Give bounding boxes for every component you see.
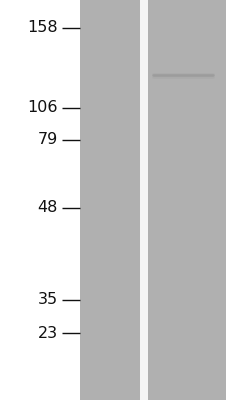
Text: 48: 48 <box>37 200 58 216</box>
Bar <box>80 0 139 400</box>
Text: 158: 158 <box>27 20 58 36</box>
Text: 79: 79 <box>38 132 58 148</box>
Bar <box>139 0 147 400</box>
Text: 23: 23 <box>38 326 58 340</box>
Text: 106: 106 <box>27 100 58 116</box>
Text: 35: 35 <box>38 292 58 308</box>
Bar <box>147 0 225 400</box>
